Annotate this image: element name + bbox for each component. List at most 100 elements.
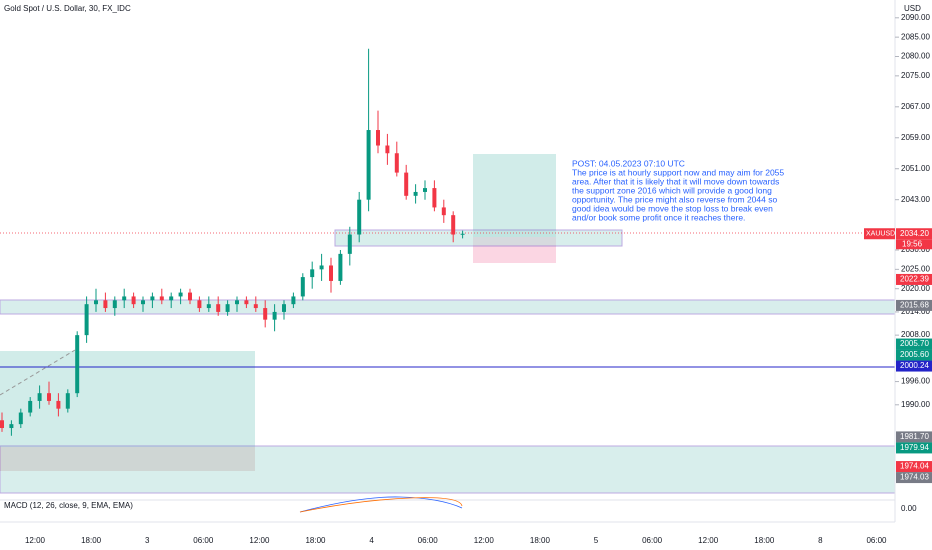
- target-zone: [473, 154, 556, 237]
- candle-body: [451, 215, 456, 235]
- annotation: POST: 04.05.2023 07:10 UTC: [572, 158, 685, 168]
- x-tick-label: 12:00: [249, 536, 270, 545]
- annotation: and/or book some profit once it reaches …: [572, 212, 745, 222]
- price-badge: [896, 228, 932, 240]
- price-badge-label: 1981.70: [900, 432, 929, 441]
- price-badge: [896, 431, 932, 443]
- macd-tick-label: 0.00: [901, 504, 917, 513]
- candle-body: [103, 300, 108, 309]
- trend-line: [0, 349, 76, 396]
- candle-body: [178, 292, 183, 297]
- y-tick-label: 1990.00: [901, 400, 930, 409]
- candle-body: [47, 393, 51, 401]
- candle-body: [0, 420, 4, 429]
- candle-body: [404, 172, 409, 196]
- candle-body: [366, 130, 371, 200]
- candle-body: [282, 304, 286, 312]
- candle-body: [159, 296, 164, 301]
- candle-body: [84, 304, 89, 336]
- x-tick-label: 18:00: [530, 536, 551, 545]
- price-badge-label: 2015.68: [900, 301, 929, 310]
- candle-body: [225, 304, 230, 312]
- candle-body: [394, 153, 399, 173]
- x-tick-label: 12:00: [25, 536, 46, 545]
- y-tick-label: 1996.00: [901, 377, 930, 386]
- x-tick-label: 06:00: [418, 536, 439, 545]
- countdown: 19:56: [902, 239, 923, 248]
- y-tick-label: 2030.00: [901, 245, 930, 254]
- x-tick-label: 06:00: [866, 536, 887, 545]
- x-tick-label: 12:00: [698, 536, 719, 545]
- candle-body: [112, 300, 117, 309]
- currency: USD: [904, 4, 921, 13]
- annotation: good idea would be move the stop loss to…: [572, 203, 773, 213]
- candle-body: [272, 311, 277, 320]
- annotation: The price is at hourly support now and m…: [572, 167, 784, 177]
- candle-body: [338, 253, 343, 281]
- candle-body: [357, 199, 362, 235]
- candle-body: [347, 234, 352, 254]
- price-badge: [896, 299, 932, 311]
- annotation: area. After that it is likely that it wi…: [572, 176, 779, 186]
- y-tick-label: 2080.00: [901, 52, 930, 61]
- candle-body: [56, 400, 61, 409]
- candle-body: [131, 296, 136, 305]
- price-badge: [896, 349, 932, 361]
- x-tick-label: 12:00: [474, 536, 495, 545]
- indicator-label: MACD (12, 26, close, 9, EMA, EMA): [4, 501, 133, 510]
- signal-line: [299, 497, 463, 513]
- x-tick-label: 18:00: [754, 536, 775, 545]
- x-tick-label: 06:00: [642, 536, 663, 545]
- price-badge: [896, 461, 932, 473]
- y-tick-label: 2067.00: [901, 102, 930, 111]
- candle-body: [216, 304, 221, 312]
- candle-body: [37, 393, 42, 401]
- y-tick-label: 2075.00: [901, 71, 930, 80]
- candle-body: [413, 191, 418, 196]
- price-badge-label: 2000.24: [900, 361, 929, 370]
- y-tick-label: 2085.00: [901, 32, 930, 41]
- candle-body: [18, 412, 23, 425]
- y-tick-label: 2014.00: [901, 307, 930, 316]
- price-badge: [896, 338, 932, 350]
- macd-line: [299, 496, 463, 513]
- price-badge-label: 1974.03: [900, 473, 929, 482]
- x-tick-label: 3: [145, 536, 150, 545]
- y-tick-label: 2025.00: [901, 264, 930, 273]
- countdown-box: [896, 239, 932, 250]
- candle-body: [291, 296, 296, 305]
- annotation: opportunity. The price might also revers…: [572, 194, 777, 204]
- candle-body: [197, 300, 202, 309]
- candle-body: [319, 265, 324, 270]
- annotation: the support zone 2016 which will provide…: [572, 185, 772, 195]
- hourly-zone: [334, 229, 623, 247]
- support-zone: [0, 445, 896, 494]
- candle-body: [169, 296, 174, 301]
- price-badge-label: 2005.60: [900, 350, 929, 359]
- candle-body: [188, 292, 192, 301]
- price-badge: [896, 273, 932, 285]
- x-tick-label: 06:00: [193, 536, 214, 545]
- candle-body: [460, 233, 465, 235]
- candle-body: [244, 300, 249, 305]
- price-badge-label: 1979.94: [900, 443, 929, 452]
- chart-title: Gold Spot / U.S. Dollar, 30, FX_IDC: [4, 4, 131, 13]
- price-badge-label: 2034.20: [900, 229, 929, 238]
- candle-body: [329, 265, 333, 281]
- candle-body: [263, 308, 268, 320]
- y-tick-label: 2020.00: [901, 284, 930, 293]
- candle-body: [122, 296, 127, 301]
- y-tick-label: 2043.00: [901, 195, 930, 204]
- candle-body: [235, 300, 239, 305]
- candle-body: [253, 304, 258, 309]
- candle-body: [28, 400, 33, 413]
- candle-body: [150, 296, 155, 301]
- price-badge: [896, 472, 932, 484]
- price-badge: [896, 442, 932, 454]
- candle-body: [441, 207, 446, 216]
- candle-body: [385, 145, 390, 154]
- price-badge-label: 1974.04: [900, 462, 929, 471]
- candle-body: [310, 269, 315, 278]
- x-tick-label: 8: [818, 536, 823, 545]
